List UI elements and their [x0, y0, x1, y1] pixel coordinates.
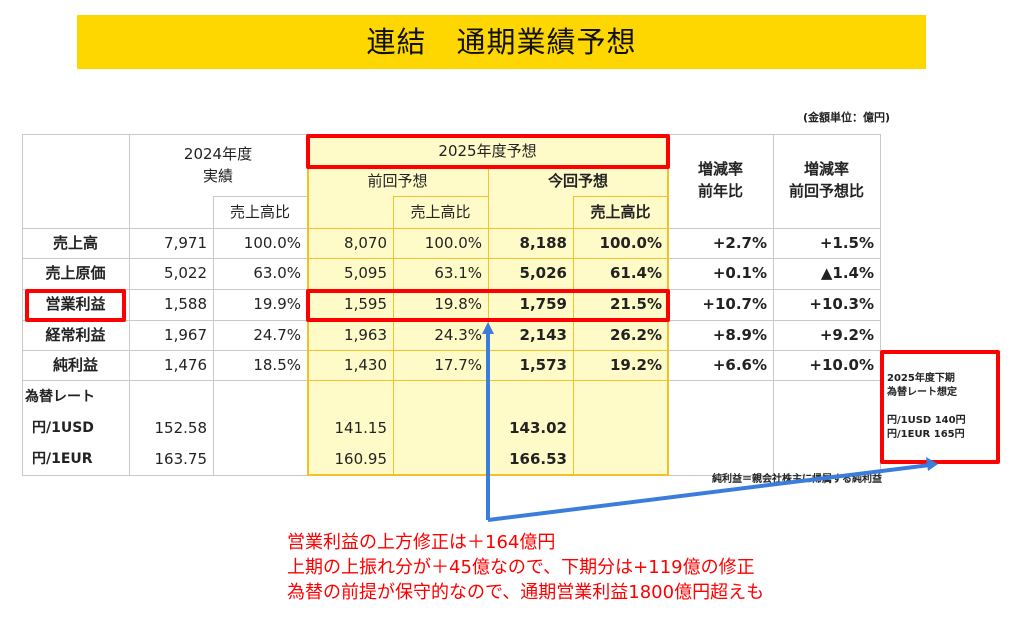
- highlight-operating-profit-label: [25, 289, 126, 322]
- header-fy2025-forecast: 2025年度予想: [438, 142, 537, 160]
- comment-line-3: 為替の前提が保守的なので、通期営業利益1800億円超えも: [287, 582, 765, 603]
- header-fy2024: 2024年度 実績: [183, 145, 253, 185]
- header-prev-forecast: 前回予想: [367, 172, 428, 190]
- header-vs-prev: 増減率 前回予想比: [788, 160, 864, 200]
- header-curr-sales-ratio: 売上高比: [590, 203, 651, 221]
- title-banner: 連結 通期業績予想: [77, 15, 926, 69]
- header-yoy: 増減率 前年比: [697, 160, 743, 200]
- fx-rate-label: 為替レート: [25, 389, 95, 405]
- analysis-comments: 営業利益の上方修正は＋164億円 上期の上振れ分が＋45億なので、下期分は+11…: [287, 530, 764, 605]
- comment-line-1: 営業利益の上方修正は＋164億円: [287, 532, 556, 553]
- header-curr-forecast: 今回予想: [547, 172, 608, 190]
- header-fy2024-sales-ratio: 売上高比: [229, 203, 290, 221]
- comment-line-2: 上期の上振れ分が＋45億なので、下期分は+119億の修正: [287, 557, 755, 578]
- highlight-operating-profit-forecast: [306, 289, 670, 322]
- footnote: 純利益＝親会社株主に帰属する純利益: [712, 474, 882, 485]
- page-title: 連結 通期業績予想: [366, 25, 637, 59]
- fx-assumption-note: 2025年度下期 為替レート想定 円/1USD 140円 円/1EUR 165円: [887, 373, 966, 440]
- header-prev-sales-ratio: 売上高比: [410, 203, 471, 221]
- highlight-fx-assumption-box: [880, 350, 1000, 464]
- unit-note: (金額単位：億円): [802, 111, 890, 124]
- highlight-fy2025-header: [306, 134, 670, 169]
